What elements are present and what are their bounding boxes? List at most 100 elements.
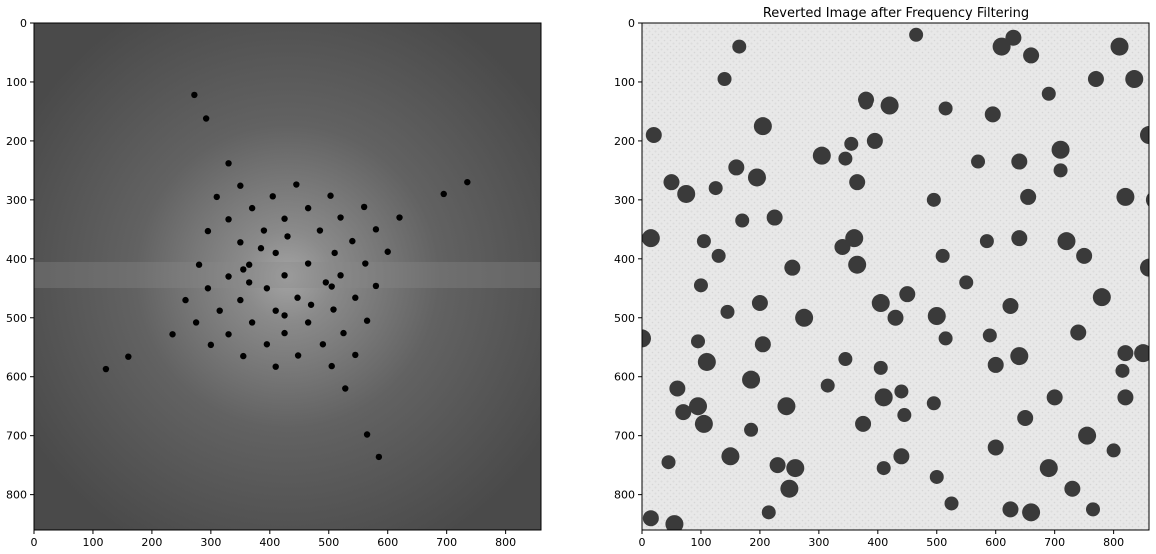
particle xyxy=(1087,71,1104,88)
notch-dot xyxy=(372,226,380,233)
particle xyxy=(780,479,799,498)
notch-dot xyxy=(213,193,220,201)
y-tick-label: 700 xyxy=(614,430,635,443)
notch-dot xyxy=(245,261,253,268)
notch-dot xyxy=(464,178,471,186)
notch-dot xyxy=(248,204,256,212)
particle xyxy=(1053,163,1068,178)
notch-dot xyxy=(237,182,244,189)
particle xyxy=(777,397,796,416)
particle xyxy=(720,304,735,319)
fft-panel: 0 100 200 300 400 500 600 700 800 0 100 200 300 400 50… xyxy=(6,17,542,549)
particle xyxy=(721,447,740,466)
y-tick-label: 300 xyxy=(614,194,635,207)
particle xyxy=(1110,37,1129,56)
notch-dot xyxy=(337,214,344,221)
y-tick-label: 500 xyxy=(6,312,27,325)
particle xyxy=(1117,345,1134,362)
particle xyxy=(1011,230,1028,247)
x-tick-label: 500 xyxy=(926,536,947,549)
particle xyxy=(669,380,686,397)
y-tick-label: 200 xyxy=(6,135,27,148)
x-tick-label: 500 xyxy=(318,536,339,549)
notch-dot xyxy=(284,233,291,240)
particle xyxy=(696,234,711,249)
particle xyxy=(732,39,747,54)
particle xyxy=(979,234,994,249)
notch-dot xyxy=(440,190,447,198)
particles xyxy=(642,27,1149,530)
notch-dot xyxy=(169,331,176,338)
particle xyxy=(1070,324,1087,341)
particle xyxy=(987,356,1004,373)
notch-dot xyxy=(327,192,334,199)
x-tick-label: 700 xyxy=(1044,536,1065,549)
notch-dot xyxy=(384,248,391,255)
particle xyxy=(744,422,759,437)
x-tick-label: 100 xyxy=(82,536,103,549)
particle xyxy=(893,448,910,465)
notch-dot xyxy=(304,204,312,212)
particle xyxy=(1046,389,1063,406)
x-tick-label: 0 xyxy=(639,536,646,549)
particle xyxy=(1106,443,1121,458)
particle xyxy=(812,146,831,165)
notch-dot xyxy=(260,227,268,234)
particle xyxy=(642,329,651,348)
particle xyxy=(929,469,944,484)
notch-dot xyxy=(319,341,327,348)
particle xyxy=(1134,344,1149,363)
particle xyxy=(1085,502,1100,517)
notch-dot xyxy=(102,365,110,373)
particle xyxy=(642,510,659,527)
x-tick-label: 600 xyxy=(985,536,1006,549)
notch-dot xyxy=(349,237,356,245)
particle xyxy=(675,404,692,421)
notch-dot xyxy=(216,307,223,314)
particle xyxy=(693,278,708,293)
y-tick-label: 0 xyxy=(20,17,27,30)
fft-frame xyxy=(33,22,542,531)
particle xyxy=(717,72,732,87)
particle xyxy=(866,132,883,149)
particle xyxy=(1078,426,1097,445)
chart-title: Reverted Image after Frequency Filtering xyxy=(763,6,1029,21)
particle xyxy=(845,229,864,248)
notch-dot xyxy=(225,331,232,338)
particle xyxy=(769,457,786,474)
notch-dot xyxy=(125,353,132,360)
particle xyxy=(1092,288,1111,307)
notch-dot xyxy=(263,285,271,292)
particle xyxy=(661,455,676,470)
notch-dot xyxy=(225,160,232,167)
notch-dot xyxy=(204,285,212,292)
particle xyxy=(1002,501,1019,518)
notch-dot xyxy=(360,203,368,211)
particle xyxy=(697,352,716,371)
particle xyxy=(747,168,766,187)
particle xyxy=(938,331,953,346)
notch-dot xyxy=(257,245,265,252)
particle xyxy=(663,174,680,191)
particle xyxy=(971,154,986,169)
x-tick-label: 600 xyxy=(377,536,398,549)
particle xyxy=(1022,503,1041,522)
notch-dot xyxy=(240,266,247,273)
particle xyxy=(849,174,866,191)
x-tick-label: 400 xyxy=(867,536,888,549)
notch-dot xyxy=(363,317,371,324)
particle xyxy=(1041,86,1056,101)
notch-dot xyxy=(352,351,359,359)
notch-dot xyxy=(281,272,288,279)
particle xyxy=(938,101,953,116)
y-tick-label: 300 xyxy=(6,194,27,207)
particle xyxy=(708,181,723,196)
y-tick-label: 800 xyxy=(614,489,635,502)
reverted-axes: 0 100 200 300 400 500 600 700 800 0 100 200 300 400 50… xyxy=(614,17,1124,549)
particle xyxy=(1145,193,1149,207)
fft-axes: 0 100 200 300 400 500 600 700 800 0 100 200 300 400 50… xyxy=(6,17,516,549)
particle xyxy=(1005,29,1022,46)
particle xyxy=(848,255,867,274)
particle xyxy=(935,248,950,263)
